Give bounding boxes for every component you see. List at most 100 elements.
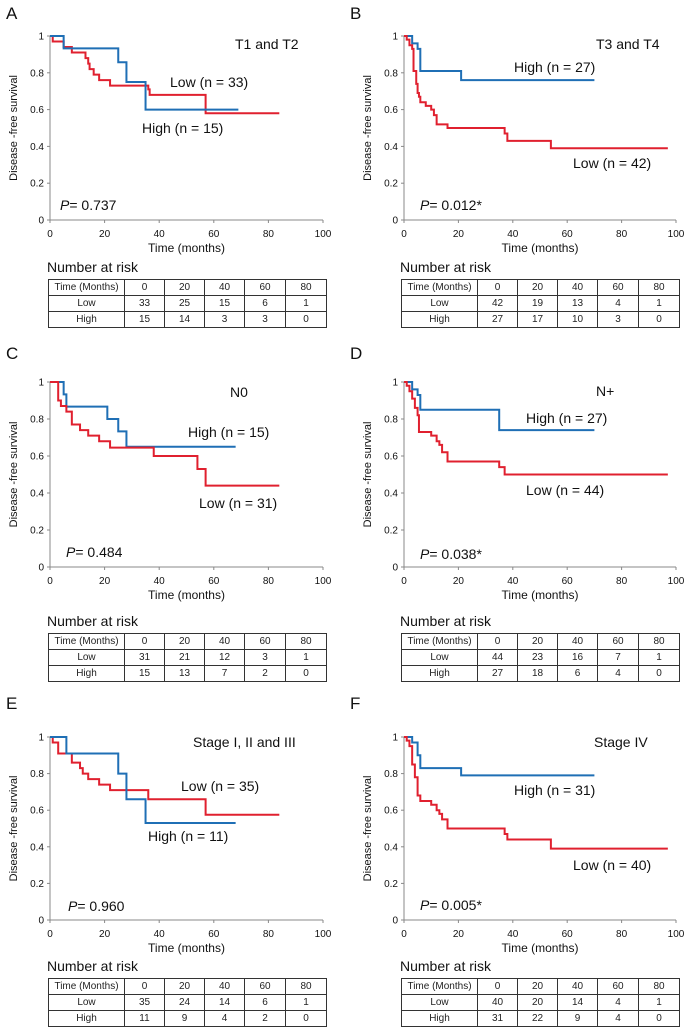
y-tick-label: 0.2 — [30, 879, 44, 890]
risk-cell: Low — [401, 649, 478, 666]
risk-cell: 7 — [597, 649, 639, 666]
risk-table-title: Number at risk — [47, 613, 139, 629]
p-value: P= 0.960 — [68, 898, 125, 914]
risk-table-title: Number at risk — [400, 958, 492, 974]
risk-cell: 0 — [124, 978, 165, 995]
risk-cell: 42 — [477, 295, 518, 312]
risk-header-row: Time (Months) 0 20 40 60 80 — [401, 633, 680, 650]
risk-cell: 44 — [477, 649, 518, 666]
x-tick-label: 60 — [208, 229, 220, 240]
x-tick-label: 20 — [99, 229, 111, 240]
risk-row: Low 42 19 13 4 1 — [401, 295, 680, 312]
y-tick-label: 0 — [38, 216, 44, 227]
survival-curve-low — [50, 736, 280, 816]
risk-cell: 0 — [124, 279, 165, 296]
y-tick-label: 0.6 — [384, 105, 398, 116]
risk-row: High 11 9 4 2 0 — [48, 1010, 327, 1027]
y-tick-label: 0.2 — [384, 526, 398, 537]
panel-subtitle: N0 — [230, 384, 248, 400]
risk-cell: High — [48, 665, 125, 682]
x-tick-label: 40 — [154, 576, 166, 587]
risk-cell: 2 — [244, 665, 286, 682]
km-plot: C 0 0.2 0.4 0.6 0.8 1 0 20 40 60 80 100 Time (months)… — [6, 344, 332, 602]
risk-cell: Low — [48, 649, 125, 666]
risk-row: Low 40 20 14 4 1 — [401, 994, 680, 1011]
risk-cell: High — [48, 1010, 125, 1027]
series-label-low: Low (n = 35) — [181, 778, 259, 794]
x-tick-label: 20 — [453, 576, 465, 587]
y-tick-label: 0 — [38, 563, 44, 574]
panel-subtitle: Stage IV — [594, 734, 648, 750]
y-axis-title: Disease -free survival — [8, 75, 20, 181]
risk-cell: 6 — [244, 994, 286, 1011]
series-label-low: Low (n = 33) — [170, 74, 248, 90]
panel-c: C 0 0.2 0.4 0.6 0.8 1 0 20 40 60 80 100 Time (months)… — [0, 340, 344, 684]
x-tick-label: 100 — [668, 229, 685, 240]
panel-label: A — [6, 4, 18, 23]
risk-cell: 60 — [597, 978, 639, 995]
risk-cell: 1 — [638, 649, 680, 666]
series-label-low: Low (n = 44) — [526, 482, 604, 498]
panel-label: B — [350, 4, 361, 23]
risk-cell: 60 — [244, 279, 286, 296]
x-axis-title: Time (months) — [502, 241, 579, 255]
series-label-high: High (n = 31) — [514, 782, 595, 798]
risk-cell: 40 — [204, 279, 245, 296]
x-tick-label: 80 — [263, 229, 275, 240]
risk-cell: Low — [48, 295, 125, 312]
x-tick-label: 80 — [616, 229, 628, 240]
risk-cell: 13 — [557, 295, 598, 312]
x-axis-title: Time (months) — [502, 588, 579, 602]
y-tick-label: 1 — [38, 32, 44, 43]
risk-cell: 0 — [285, 311, 327, 328]
risk-row: Low 44 23 16 7 1 — [401, 649, 680, 666]
y-tick-label: 0.6 — [384, 806, 398, 817]
risk-cell: High — [48, 311, 125, 328]
risk-table-title: Number at risk — [47, 958, 139, 974]
risk-table-title: Number at risk — [400, 613, 492, 629]
y-tick-label: 0.6 — [384, 452, 398, 463]
x-axis-title: Time (months) — [148, 941, 225, 955]
p-value: P= 0.737 — [60, 197, 117, 213]
risk-row: High 15 14 3 3 0 — [48, 311, 327, 328]
y-tick-label: 0.6 — [30, 806, 44, 817]
x-tick-label: 0 — [401, 929, 407, 940]
risk-cell: Time (Months) — [48, 978, 125, 995]
x-tick-label: 60 — [562, 929, 574, 940]
risk-cell: Time (Months) — [401, 978, 478, 995]
risk-cell: 60 — [597, 279, 639, 296]
risk-cell: 1 — [638, 295, 680, 312]
y-tick-label: 0.8 — [384, 415, 398, 426]
p-value: P= 0.005* — [420, 897, 482, 913]
x-tick-label: 100 — [668, 576, 685, 587]
km-plot: E 0 0.2 0.4 0.6 0.8 1 0 20 40 60 80 100 Time (months)… — [6, 694, 332, 955]
risk-cell: 20 — [164, 978, 205, 995]
y-tick-label: 0.6 — [30, 105, 44, 116]
risk-cell: 0 — [638, 1010, 680, 1027]
risk-cell: 0 — [124, 633, 165, 650]
x-tick-label: 100 — [315, 229, 332, 240]
risk-cell: 0 — [638, 311, 680, 328]
risk-cell: 3 — [204, 311, 245, 328]
panel-label: E — [6, 694, 17, 713]
risk-cell: 1 — [285, 295, 327, 312]
risk-cell: 9 — [557, 1010, 598, 1027]
panel-d: D 0 0.2 0.4 0.6 0.8 1 0 20 40 60 80 100 Time (months)… — [344, 340, 688, 684]
panel-subtitle: T3 and T4 — [596, 36, 660, 52]
risk-cell: Time (Months) — [401, 633, 478, 650]
risk-cell: High — [401, 665, 478, 682]
risk-table-title: Number at risk — [400, 259, 492, 275]
y-tick-label: 0.8 — [30, 415, 44, 426]
risk-cell: 1 — [285, 994, 327, 1011]
risk-cell: 0 — [477, 633, 518, 650]
y-tick-label: 1 — [392, 733, 398, 744]
series-label-high: High (n = 11) — [148, 828, 228, 844]
risk-row: Low 35 24 14 6 1 — [48, 994, 327, 1011]
x-axis-title: Time (months) — [502, 941, 579, 955]
risk-cell: 3 — [597, 311, 639, 328]
y-tick-label: 0.6 — [30, 452, 44, 463]
risk-cell: 21 — [164, 649, 205, 666]
risk-cell: 80 — [638, 978, 680, 995]
risk-cell: 4 — [597, 295, 639, 312]
